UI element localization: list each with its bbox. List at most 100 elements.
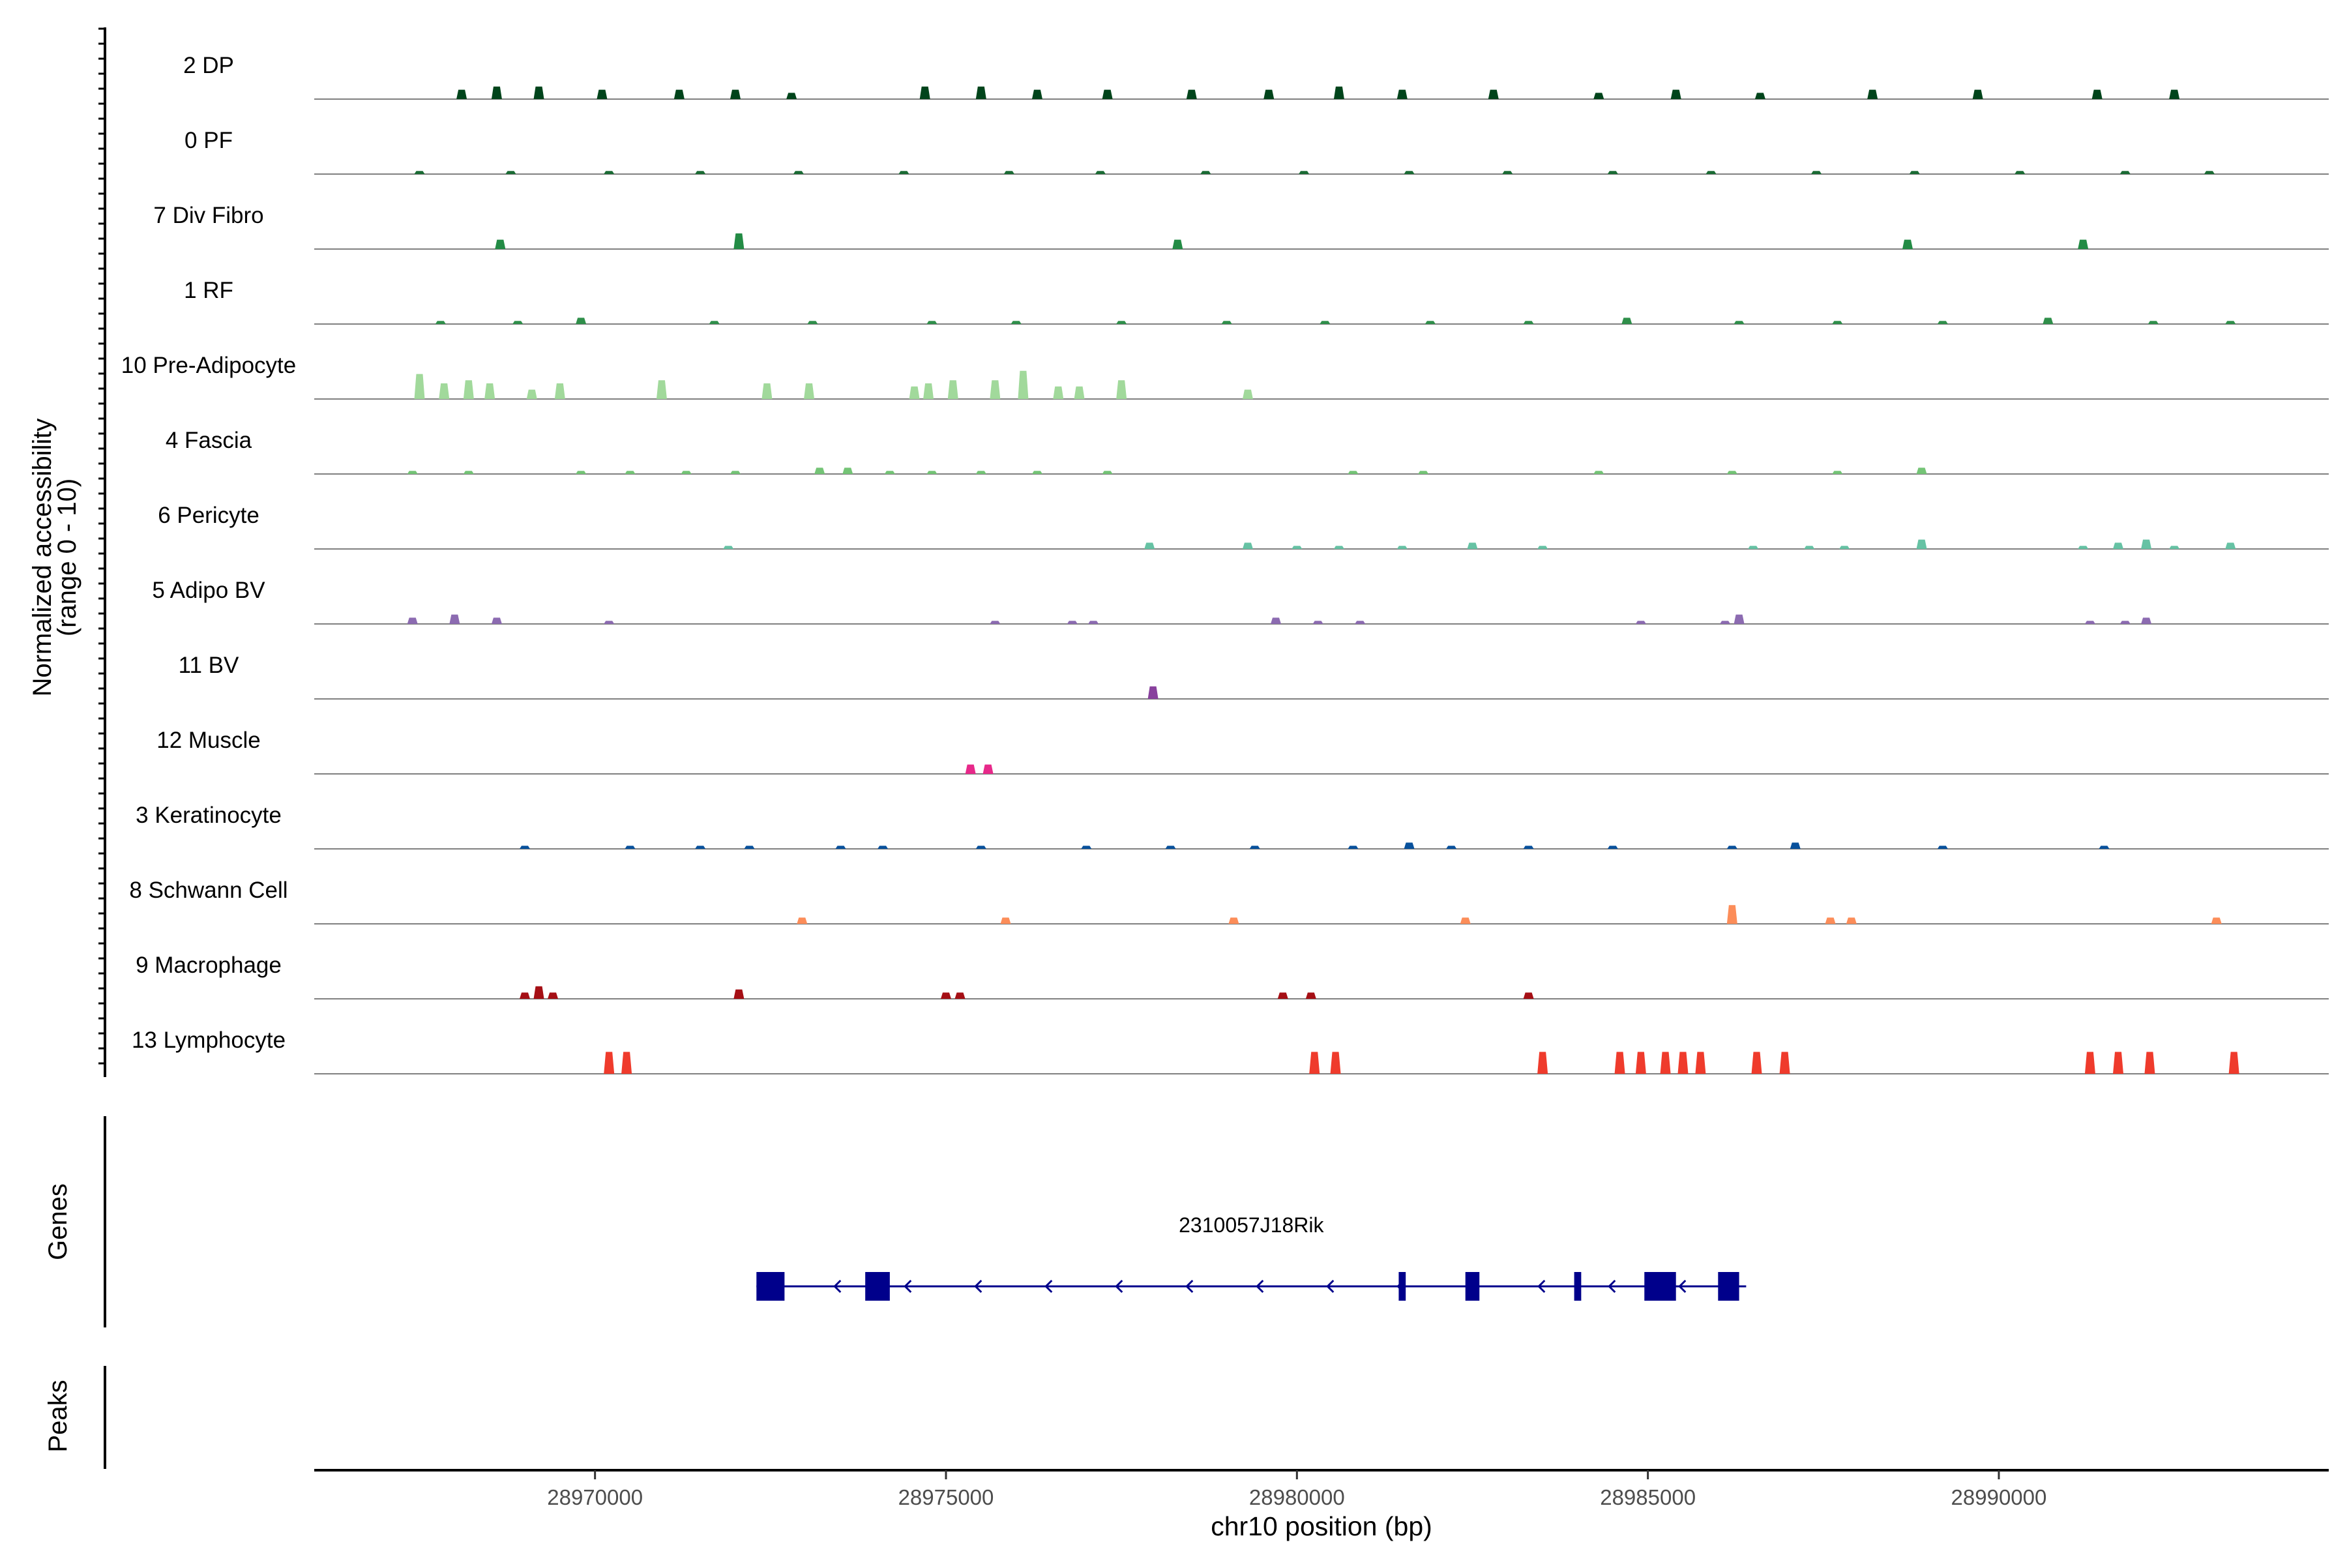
accessibility-peak xyxy=(761,383,773,399)
accessibility-peak xyxy=(814,467,825,474)
accessibility-peak xyxy=(2091,89,2103,99)
accessibility-peak xyxy=(1635,1052,1646,1074)
accessibility-peak xyxy=(1348,471,1359,474)
gene-exon xyxy=(1718,1272,1739,1301)
accessibility-peak xyxy=(1832,471,1843,474)
accessibility-peak xyxy=(1200,171,1211,174)
accessibility-peak xyxy=(1095,171,1106,174)
accessibility-peak xyxy=(625,471,636,474)
track-label: 6 Pericyte xyxy=(158,503,259,528)
accessibility-peak xyxy=(1292,546,1303,549)
accessibility-peak xyxy=(1333,86,1344,99)
accessibility-peak xyxy=(2148,321,2159,324)
accessibility-peak xyxy=(695,171,706,174)
track-label: 4 Fascia xyxy=(166,428,252,453)
y-axis-label: Normalized accessibility xyxy=(28,419,57,697)
accessibility-peak xyxy=(1186,89,1197,99)
accessibility-peak xyxy=(1102,89,1113,99)
accessibility-peak xyxy=(2084,621,2095,624)
accessibility-peak xyxy=(2015,171,2026,174)
accessibility-peak xyxy=(621,1052,632,1074)
accessibility-peak xyxy=(1242,389,1253,399)
accessibility-peak xyxy=(2228,1052,2239,1074)
accessibility-peak xyxy=(1614,1052,1625,1074)
strand-arrow xyxy=(1256,1279,1264,1294)
accessibility-peak xyxy=(1249,846,1260,849)
accessibility-peak xyxy=(2169,546,2180,549)
accessibility-peak xyxy=(695,846,706,849)
accessibility-peak xyxy=(1320,321,1331,324)
track-label: 7 Div Fibro xyxy=(153,203,263,228)
accessibility-peak xyxy=(1607,171,1618,174)
x-tick-label: 28990000 xyxy=(1951,1485,2047,1509)
track-5: 4 Fascia xyxy=(166,428,2329,475)
track-10: 3 Keratinocyte xyxy=(136,803,2329,850)
accessibility-peak xyxy=(733,233,745,249)
accessibility-peak xyxy=(884,471,895,474)
accessibility-peak xyxy=(1446,846,1457,849)
accessibility-peak xyxy=(463,380,474,399)
strand-arrow xyxy=(1044,1279,1053,1294)
accessibility-peak xyxy=(1299,171,1310,174)
accessibility-peak xyxy=(1593,471,1604,474)
accessibility-peak xyxy=(414,171,425,174)
track-13: 13 Lymphocyte xyxy=(132,1028,2329,1074)
accessibility-peak xyxy=(526,389,537,399)
accessibility-peak xyxy=(1242,542,1253,549)
accessibility-peak xyxy=(576,318,587,324)
accessibility-peak xyxy=(842,467,853,474)
accessibility-peak xyxy=(1937,321,1948,324)
accessibility-peak xyxy=(2119,621,2131,624)
accessibility-peak xyxy=(975,471,986,474)
accessibility-peak xyxy=(793,171,804,174)
accessibility-peak xyxy=(975,86,986,99)
accessibility-peak xyxy=(2084,1052,2095,1074)
accessibility-peak xyxy=(456,89,467,99)
gene-exon xyxy=(756,1272,785,1301)
accessibility-peak xyxy=(1333,546,1344,549)
accessibility-peak xyxy=(1804,546,1815,549)
accessibility-peak xyxy=(1424,321,1436,324)
strand-arrow xyxy=(1537,1279,1546,1294)
accessibility-peak xyxy=(673,89,685,99)
accessibility-peak xyxy=(1909,171,1920,174)
accessibility-peak xyxy=(1460,917,1471,924)
accessibility-peak xyxy=(1067,621,1078,624)
accessibility-peak xyxy=(730,471,741,474)
track-label: 13 Lymphocyte xyxy=(132,1028,286,1053)
accessibility-peak xyxy=(990,621,1001,624)
accessibility-peak xyxy=(1839,546,1850,549)
accessibility-peak xyxy=(919,86,930,99)
track-0: 2 DP xyxy=(183,53,2329,100)
track-1: 0 PF xyxy=(185,128,2329,175)
accessibility-peak xyxy=(439,383,450,399)
accessibility-peak xyxy=(533,86,544,99)
accessibility-peak xyxy=(1355,621,1366,624)
accessibility-peak xyxy=(898,171,909,174)
track-3: 1 RF xyxy=(184,278,2329,325)
accessibility-peak xyxy=(1537,1052,1548,1074)
accessibility-peak xyxy=(1144,542,1155,549)
accessibility-peak xyxy=(1277,992,1288,999)
accessibility-peak xyxy=(463,471,474,474)
accessibility-peak xyxy=(1593,93,1604,99)
accessibility-peak xyxy=(1309,1052,1320,1074)
accessibility-peak xyxy=(1312,621,1323,624)
accessibility-peak xyxy=(519,992,530,999)
accessibility-peak xyxy=(1221,321,1232,324)
accessibility-peak xyxy=(2113,542,2124,549)
accessibility-peak xyxy=(1751,1052,1762,1074)
position-axis: 28970000 28975000 28980000 28985000 28990000 xyxy=(314,1469,2329,1509)
accessibility-peak xyxy=(1147,686,1159,699)
accessibility-peak xyxy=(1607,846,1618,849)
accessibility-peak xyxy=(1228,917,1239,924)
accessibility-peak xyxy=(982,764,994,774)
accessibility-peak xyxy=(926,471,937,474)
accessibility-peak xyxy=(1720,621,1731,624)
accessibility-peak xyxy=(1003,171,1014,174)
strand-arrow xyxy=(833,1279,842,1294)
genes-panel-label: Genes xyxy=(44,1183,72,1260)
accessibility-peak xyxy=(656,380,667,399)
accessibility-peak xyxy=(1846,917,1857,924)
track-7: 5 Adipo BV xyxy=(152,578,2329,625)
